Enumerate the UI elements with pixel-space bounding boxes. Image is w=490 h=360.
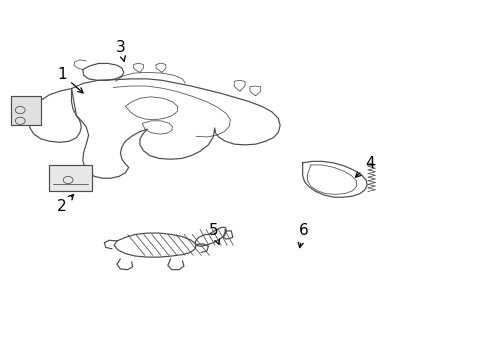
Text: 6: 6 [298,223,309,248]
Circle shape [63,176,73,184]
Text: 1: 1 [57,67,83,93]
Text: 2: 2 [57,194,74,215]
Bar [11,96,41,126]
Text: 5: 5 [208,223,220,244]
Text: 4: 4 [356,156,374,177]
Circle shape [15,107,25,114]
Bar [49,165,92,192]
Text: 3: 3 [116,40,125,61]
Circle shape [15,117,25,125]
